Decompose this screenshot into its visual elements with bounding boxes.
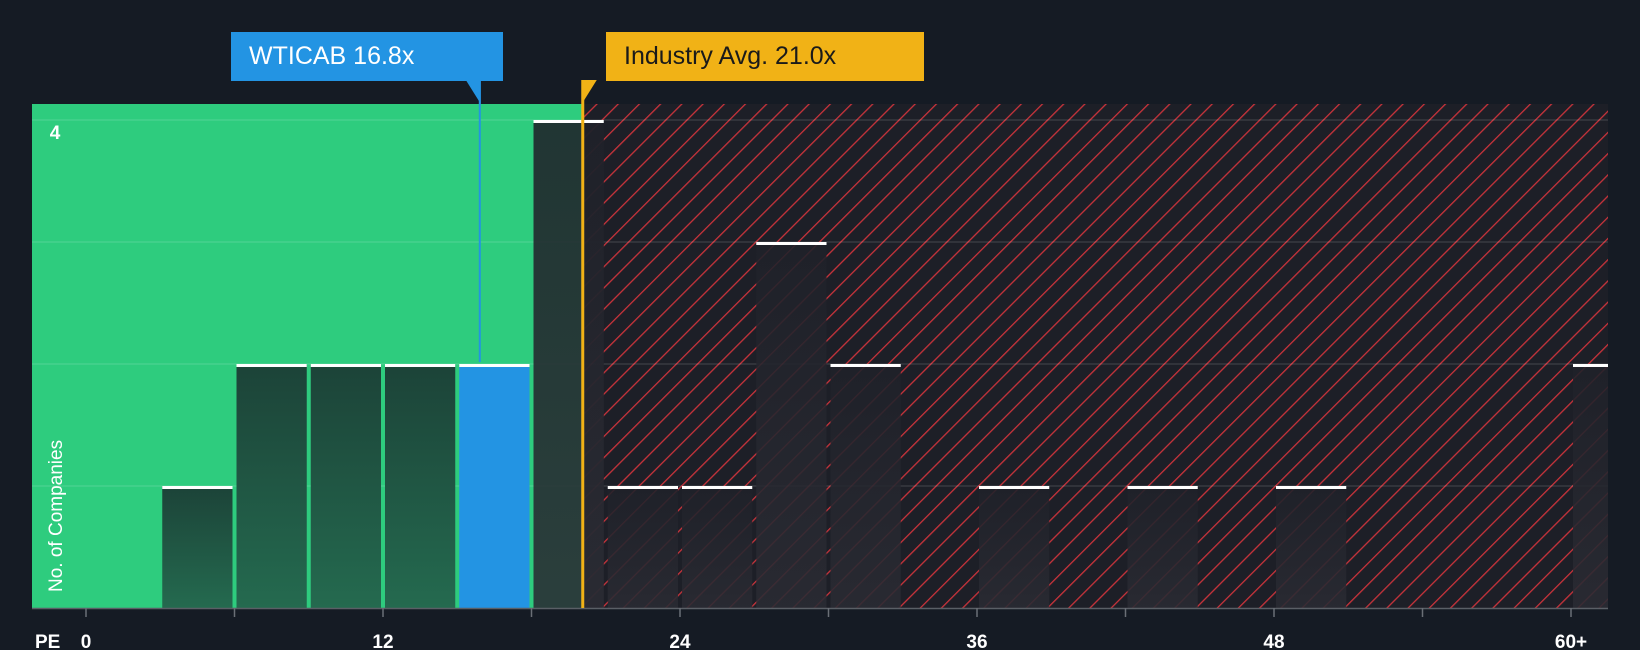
y-tick-label: 4 <box>50 123 61 144</box>
x-axis-label: PE <box>35 632 60 650</box>
y-tick-labels: 4 <box>50 123 61 144</box>
histogram-bar <box>236 364 307 608</box>
x-tick-label: 60+ <box>1555 632 1587 650</box>
x-ticks <box>85 608 1572 617</box>
histogram-bar <box>830 364 901 608</box>
y-axis-label: No. of Companies <box>46 440 67 592</box>
histogram-bar <box>385 364 456 608</box>
histogram-bar <box>162 486 233 608</box>
histogram-bar <box>1127 486 1198 608</box>
x-tick-label: 0 <box>81 632 92 650</box>
histogram-bar <box>459 364 530 608</box>
histogram-bar <box>1573 364 1608 608</box>
bars <box>162 120 1608 608</box>
industry-callout-pointer <box>581 80 597 104</box>
histogram-bar <box>979 486 1050 608</box>
x-tick-labels: 0 12 24 36 48 60+ <box>81 632 1587 650</box>
histogram-bar <box>682 486 753 608</box>
x-tick-label: 12 <box>372 632 393 650</box>
x-tick-label: 24 <box>669 632 691 650</box>
histogram-bar <box>756 242 827 608</box>
company-callout-pointer <box>465 80 481 104</box>
x-tick-label: 36 <box>966 632 987 650</box>
histogram-bar <box>1276 486 1347 608</box>
company-pe-callout: WTICAB 16.8x <box>231 32 503 81</box>
histogram-bar <box>607 486 678 608</box>
overvalued-zone <box>581 104 1608 608</box>
x-tick-label: 48 <box>1263 632 1284 650</box>
industry-avg-callout: Industry Avg. 21.0x <box>606 32 924 81</box>
histogram-bar-overlap <box>581 120 604 608</box>
histogram-bar <box>310 364 381 608</box>
